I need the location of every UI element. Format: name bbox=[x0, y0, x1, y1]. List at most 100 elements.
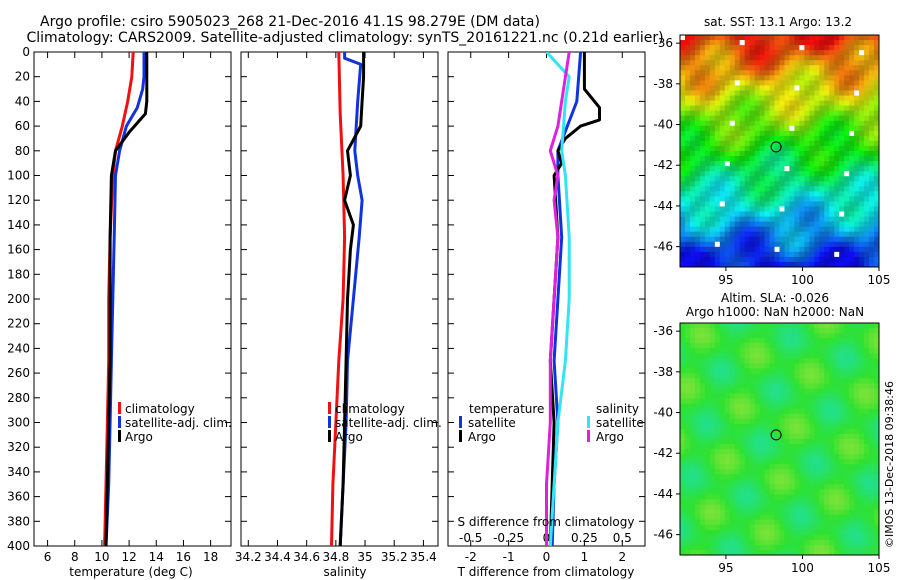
heatmap-cell bbox=[694, 35, 701, 41]
heatmap-cell bbox=[704, 549, 711, 555]
heatmap-cell bbox=[759, 408, 765, 415]
heatmap-cell bbox=[689, 423, 696, 430]
heatmap-cell bbox=[794, 363, 800, 369]
heatmap-cell bbox=[839, 489, 845, 495]
heatmap-cell bbox=[829, 246, 835, 253]
heatmap-cell bbox=[684, 348, 691, 354]
heatmap-cell bbox=[814, 55, 820, 61]
heatmap-cell bbox=[684, 206, 691, 212]
heatmap-cell bbox=[859, 161, 865, 167]
heatmap-cell bbox=[729, 115, 736, 122]
heatmap-cell bbox=[680, 408, 686, 415]
heatmap-cell bbox=[714, 534, 721, 541]
heatmap-cell bbox=[714, 343, 721, 349]
heatmap-cell bbox=[769, 378, 775, 384]
heatmap-cell bbox=[789, 439, 795, 445]
heatmap-cell bbox=[859, 80, 865, 86]
heatmap-cell bbox=[689, 469, 696, 475]
heatmap-cell bbox=[789, 433, 795, 440]
heatmap-cell bbox=[714, 65, 721, 71]
heatmap-cell bbox=[774, 241, 780, 248]
heatmap-cell bbox=[684, 221, 691, 228]
heatmap-cell bbox=[709, 484, 716, 490]
heatmap-cell bbox=[704, 504, 711, 511]
heatmap-cell bbox=[694, 231, 701, 238]
heatmap-cell bbox=[799, 246, 805, 253]
heatmap-cell bbox=[759, 378, 765, 384]
heatmap-cell bbox=[764, 201, 770, 207]
heatmap-cell bbox=[804, 251, 810, 258]
heatmap-cell bbox=[849, 504, 855, 511]
heatmap-cell bbox=[684, 241, 691, 248]
heatmap-cell bbox=[844, 60, 850, 66]
heatmap-cell bbox=[834, 398, 840, 405]
heatmap-cell bbox=[769, 40, 775, 46]
depth-tick-label: 320 bbox=[7, 440, 30, 454]
heatmap-cell bbox=[804, 479, 810, 485]
heatmap-cell bbox=[729, 171, 736, 177]
heatmap-cell bbox=[864, 418, 870, 425]
heatmap-cell bbox=[734, 519, 741, 526]
heatmap-cell bbox=[849, 363, 855, 369]
heatmap-cell bbox=[749, 80, 756, 86]
heatmap-cell bbox=[819, 226, 825, 233]
heatmap-cell bbox=[844, 55, 850, 61]
heatmap-cell bbox=[804, 343, 810, 349]
heatmap-cell bbox=[749, 393, 756, 400]
heatmap-cell bbox=[699, 358, 706, 364]
heatmap-cell bbox=[724, 439, 731, 445]
heatmap-cell bbox=[789, 358, 795, 364]
heatmap-cell bbox=[709, 464, 716, 470]
heatmap-cell bbox=[769, 449, 775, 455]
heatmap-cell bbox=[789, 454, 795, 460]
heatmap-cell bbox=[834, 539, 840, 546]
heatmap-cell bbox=[680, 398, 686, 405]
heatmap-cell bbox=[849, 433, 855, 440]
heatmap-cell bbox=[784, 236, 790, 243]
heatmap-cell bbox=[680, 70, 686, 76]
heatmap-cell bbox=[824, 378, 830, 384]
heatmap-cell bbox=[759, 135, 765, 142]
heatmap-cell bbox=[704, 383, 711, 389]
heatmap-cell bbox=[799, 90, 805, 96]
heatmap-cell bbox=[839, 261, 845, 267]
heatmap-cell bbox=[834, 534, 840, 541]
heatmap-cell bbox=[719, 50, 726, 56]
heatmap-cell bbox=[684, 45, 691, 51]
heatmap-cell bbox=[714, 484, 721, 490]
heatmap-cell bbox=[824, 433, 830, 440]
heatmap-cell bbox=[834, 433, 840, 440]
heatmap-cell bbox=[724, 130, 731, 137]
heatmap-cell bbox=[834, 70, 840, 76]
heatmap-cell bbox=[759, 166, 765, 172]
heatmap-cell bbox=[819, 353, 825, 359]
heatmap-cell bbox=[744, 433, 751, 440]
heatmap-cell bbox=[749, 449, 756, 455]
heatmap-cell bbox=[684, 494, 691, 500]
heatmap-cell bbox=[769, 398, 775, 405]
heatmap-cell bbox=[804, 35, 810, 41]
heatmap-cell bbox=[734, 201, 741, 207]
heatmap-cell bbox=[804, 226, 810, 233]
heatmap-cell bbox=[749, 499, 756, 505]
heatmap-cell bbox=[774, 130, 780, 137]
heatmap-cell bbox=[729, 348, 736, 354]
heatmap-cell bbox=[729, 176, 736, 182]
heatmap-cell bbox=[694, 484, 701, 490]
heatmap-cell bbox=[839, 398, 845, 405]
heatmap-cell bbox=[754, 181, 761, 187]
heatmap-cell bbox=[829, 65, 835, 71]
heatmap-cell bbox=[839, 529, 845, 536]
heatmap-cell bbox=[764, 145, 770, 152]
heatmap-cell bbox=[754, 70, 761, 76]
heatmap-cell bbox=[819, 176, 825, 182]
heatmap-cell bbox=[854, 469, 860, 475]
heatmap-cell bbox=[859, 145, 865, 152]
heatmap-cell bbox=[794, 55, 800, 61]
depth-tick-label: 380 bbox=[7, 514, 30, 528]
heatmap-cell bbox=[699, 439, 706, 445]
heatmap-cell bbox=[874, 358, 879, 364]
heatmap-cell bbox=[784, 246, 790, 253]
heatmap-cell bbox=[804, 544, 810, 551]
heatmap-cell bbox=[809, 171, 815, 177]
